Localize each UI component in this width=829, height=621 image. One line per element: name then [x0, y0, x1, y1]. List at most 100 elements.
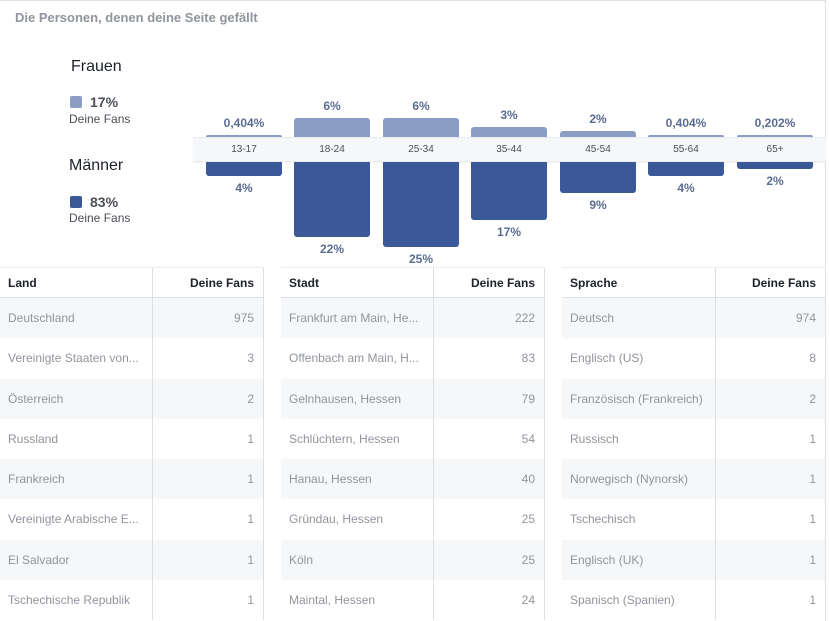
- table-row: Englisch (UK) 1: [562, 539, 826, 581]
- age-tick-35-44: 35-44: [496, 144, 522, 155]
- table-row: Deutsch 974: [562, 298, 826, 339]
- stadt-fans-count: 25: [434, 539, 545, 581]
- label-frauen-65+: 0,202%: [754, 116, 796, 130]
- bar-frauen-55-64[interactable]: [648, 135, 724, 137]
- land-name: Tschechische Republik: [0, 580, 153, 621]
- legend-women-sub: Deine Fans: [69, 112, 131, 126]
- bar-maenner-45-54[interactable]: [560, 162, 636, 193]
- stadt-name: Frankfurt am Main, He...: [281, 298, 434, 339]
- age-tick-45-54: 45-54: [585, 144, 611, 155]
- sprache-fans-count: 1: [716, 418, 826, 460]
- label-frauen-55-64: 0,404%: [665, 116, 707, 130]
- column-header-land[interactable]: Land: [0, 268, 153, 297]
- bar-frauen-35-44[interactable]: [471, 127, 547, 137]
- table-row: Gründau, Hessen 25: [281, 499, 545, 540]
- label-maenner-55-64: 4%: [677, 180, 695, 195]
- land-fans-count: 975: [153, 298, 264, 339]
- label-maenner-13-17: 4%: [235, 180, 253, 195]
- land-name: Vereinigte Staaten von...: [0, 338, 153, 379]
- land-name: Vereinigte Arabische E...: [0, 499, 153, 540]
- sprache-fans-count: 1: [716, 539, 826, 581]
- column-header-stadt[interactable]: Stadt: [281, 268, 434, 297]
- column-header-fans[interactable]: Deine Fans: [716, 268, 826, 297]
- stadt-fans-count: 40: [434, 459, 545, 500]
- land-fans-count: 3: [153, 338, 264, 379]
- sprache-name: Spanisch (Spanien): [562, 580, 716, 621]
- table-row: Tschechische Republik 1: [0, 580, 264, 621]
- stadt-fans-count: 79: [434, 378, 545, 419]
- bar-maenner-25-34[interactable]: [383, 162, 459, 247]
- bar-frauen-18-24[interactable]: [294, 117, 370, 137]
- land-name: Russland: [0, 418, 153, 460]
- bar-frauen-25-34[interactable]: [383, 117, 459, 137]
- age-tick-18-24: 18-24: [319, 144, 345, 155]
- stadt-fans-count: 222: [434, 298, 545, 339]
- age-tick-65+: 65+: [766, 144, 784, 155]
- column-header-fans[interactable]: Deine Fans: [153, 268, 264, 297]
- stadt-fans-count: 83: [434, 338, 545, 379]
- bar-maenner-35-44[interactable]: [471, 162, 547, 220]
- table-stadt: Stadt Deine Fans Frankfurt am Main, He... 2…: [281, 267, 545, 621]
- table-row: Gelnhausen, Hessen 79: [281, 378, 545, 419]
- table-row: Schlüchtern, Hessen 54: [281, 418, 545, 460]
- table-row: Vereinigte Arabische E... 1: [0, 499, 264, 540]
- bar-frauen-13-17[interactable]: [206, 135, 282, 137]
- sprache-fans-count: 974: [716, 298, 826, 339]
- age-tick-13-17: 13-17: [231, 144, 257, 155]
- bar-frauen-45-54[interactable]: [560, 130, 636, 137]
- table-row: Spanisch (Spanien) 1: [562, 580, 826, 621]
- label-maenner-65+: 2%: [766, 173, 784, 188]
- land-fans-count: 1: [153, 418, 264, 460]
- stadt-fans-count: 54: [434, 418, 545, 460]
- land-name: Österreich: [0, 378, 153, 419]
- label-frauen-25-34: 6%: [412, 98, 430, 113]
- stadt-name: Maintal, Hessen: [281, 580, 434, 621]
- bar-maenner-18-24[interactable]: [294, 162, 370, 237]
- label-frauen-35-44: 3%: [500, 108, 518, 123]
- sprache-fans-count: 8: [716, 338, 826, 379]
- table-row: Vereinigte Staaten von... 3: [0, 338, 264, 379]
- legend-women-title: Frauen: [71, 58, 122, 75]
- table-row: Österreich 2: [0, 378, 264, 419]
- sprache-name: Deutsch: [562, 298, 716, 339]
- column-header-sprache[interactable]: Sprache: [562, 268, 716, 297]
- stadt-fans-count: 24: [434, 580, 545, 621]
- table-row: Hanau, Hessen 40: [281, 459, 545, 500]
- bar-maenner-55-64[interactable]: [648, 162, 724, 176]
- table-row: Englisch (US) 8: [562, 338, 826, 379]
- table-header: Land Deine Fans: [0, 268, 264, 298]
- bar-frauen-65+[interactable]: [737, 135, 813, 137]
- label-maenner-45-54: 9%: [589, 197, 607, 212]
- sprache-name: Französisch (Frankreich): [562, 378, 716, 419]
- table-row: Französisch (Frankreich) 2: [562, 378, 826, 419]
- label-maenner-35-44: 17%: [496, 224, 522, 239]
- table-row: Frankreich 1: [0, 459, 264, 500]
- age-axis-band: [193, 137, 826, 162]
- legend-women: 17%: [70, 94, 118, 110]
- label-maenner-18-24: 22%: [319, 241, 345, 256]
- table-header: Sprache Deine Fans: [562, 268, 826, 298]
- column-header-fans[interactable]: Deine Fans: [434, 268, 545, 297]
- sprache-fans-count: 1: [716, 580, 826, 621]
- land-fans-count: 1: [153, 539, 264, 581]
- legend-women-percent: 17%: [90, 94, 119, 110]
- label-frauen-13-17: 0,404%: [223, 116, 265, 130]
- age-tick-25-34: 25-34: [408, 144, 434, 155]
- bar-maenner-65+[interactable]: [737, 162, 813, 169]
- legend-men-percent: 83%: [90, 194, 119, 210]
- legend-men-title: Männer: [69, 157, 124, 174]
- table-row: El Salvador 1: [0, 539, 264, 581]
- sprache-fans-count: 2: [716, 378, 826, 419]
- table-sprache: Sprache Deine Fans Deutsch 974 Englisch (US)…: [562, 267, 826, 621]
- table-header: Stadt Deine Fans: [281, 268, 545, 298]
- bar-maenner-13-17[interactable]: [206, 162, 282, 176]
- label-frauen-18-24: 6%: [323, 98, 341, 113]
- table-row: Russland 1: [0, 418, 264, 460]
- table-row: Russisch 1: [562, 418, 826, 460]
- stadt-name: Gründau, Hessen: [281, 499, 434, 540]
- stadt-fans-count: 25: [434, 499, 545, 540]
- sprache-fans-count: 1: [716, 499, 826, 540]
- sprache-name: Englisch (US): [562, 338, 716, 379]
- sprache-fans-count: 1: [716, 459, 826, 500]
